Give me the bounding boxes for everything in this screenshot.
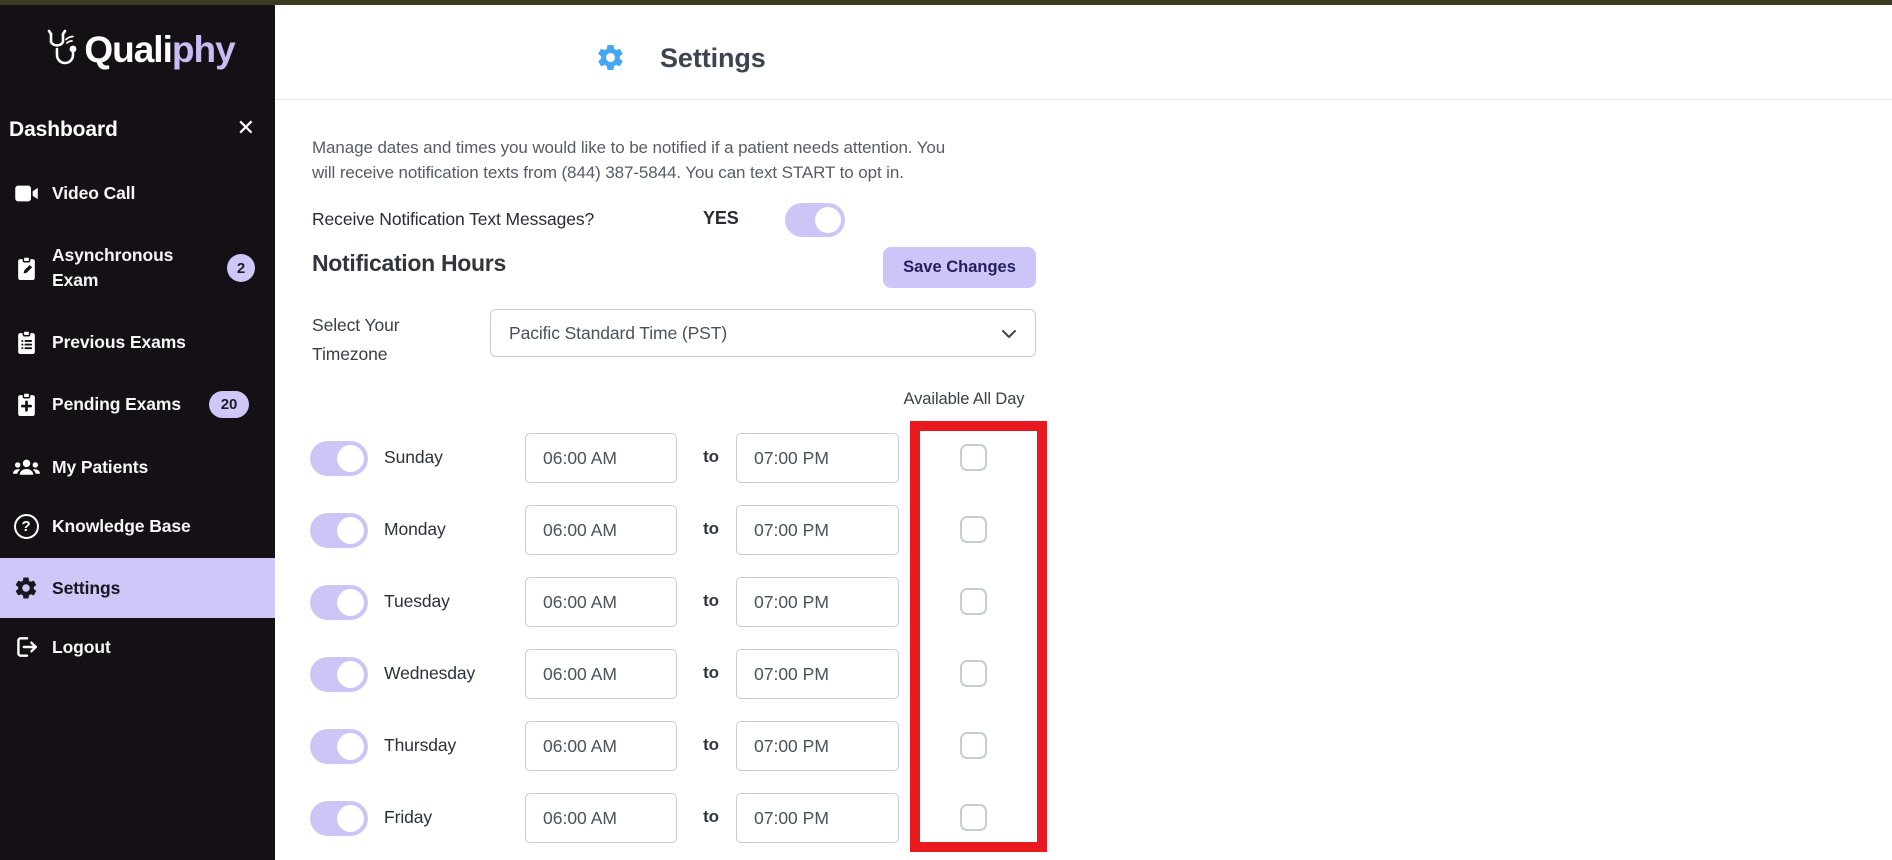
- sidebar-title: Dashboard: [9, 118, 118, 141]
- save-changes-button[interactable]: Save Changes: [883, 247, 1036, 288]
- day-toggle-tuesday[interactable]: [310, 585, 368, 620]
- all-day-checkbox-wednesday[interactable]: [960, 660, 987, 687]
- day-label-tuesday: Tuesday: [384, 591, 450, 611]
- sidebar-item-settings[interactable]: Settings: [0, 558, 275, 618]
- top-accent-strip: [0, 0, 1892, 5]
- all-day-checkbox-monday[interactable]: [960, 516, 987, 543]
- intro-text: Manage dates and times you would like to…: [312, 138, 946, 182]
- all-day-checkbox-sunday[interactable]: [960, 444, 987, 471]
- to-label: to: [703, 591, 719, 610]
- timezone-selected-value: Pacific Standard Time (PST): [509, 322, 728, 343]
- chevron-down-icon: [999, 324, 1019, 344]
- end-time-input-thursday[interactable]: [736, 721, 899, 771]
- day-label-thursday: Thursday: [384, 735, 457, 755]
- toggle-thumb: [337, 517, 364, 544]
- day-label-friday: Friday: [384, 807, 433, 827]
- count-badge: 20: [209, 390, 249, 418]
- sidebar-item-label: Knowledge Base: [52, 515, 191, 536]
- start-time-input-sunday[interactable]: [525, 433, 677, 483]
- day-label-monday: Monday: [384, 519, 446, 539]
- to-label: to: [703, 663, 719, 682]
- receive-notifications-toggle[interactable]: [785, 203, 845, 237]
- to-label: to: [703, 519, 719, 538]
- brand-name: Qualiphy: [84, 29, 235, 70]
- sidebar-item-label: Asynchronous Exam: [52, 245, 174, 290]
- end-time-input-monday[interactable]: [736, 505, 899, 555]
- end-time-input-friday[interactable]: [736, 793, 899, 843]
- gear-icon: [595, 42, 626, 73]
- end-time-input-tuesday[interactable]: [736, 577, 899, 627]
- day-toggle-thursday[interactable]: [310, 729, 368, 764]
- start-time-input-thursday[interactable]: [525, 721, 677, 771]
- available-all-day-label: Available All Day: [903, 390, 1025, 408]
- toggle-thumb: [815, 207, 841, 233]
- toggle-thumb: [337, 445, 364, 472]
- sidebar-item-label: Settings: [52, 577, 121, 598]
- notification-hours-title: Notification Hours: [312, 250, 506, 276]
- sidebar-item-pending-exams[interactable]: Pending Exams 20: [0, 386, 275, 422]
- stethoscope-icon: [40, 25, 80, 76]
- day-toggle-sunday[interactable]: [310, 441, 368, 476]
- all-day-checkbox-thursday[interactable]: [960, 732, 987, 759]
- end-time-input-wednesday[interactable]: [736, 649, 899, 699]
- logout-icon: [11, 632, 41, 662]
- clipboard-plus-icon: [11, 389, 41, 419]
- day-toggle-wednesday[interactable]: [310, 657, 368, 692]
- to-label: to: [703, 735, 719, 754]
- brand-logo[interactable]: Qualiphy: [0, 21, 275, 79]
- gear-icon: [11, 573, 41, 603]
- all-day-checkbox-friday[interactable]: [960, 804, 987, 831]
- to-label: to: [703, 807, 719, 826]
- page-header: Settings: [275, 5, 1892, 100]
- sidebar-item-previous-exams[interactable]: Previous Exams: [0, 324, 275, 360]
- timezone-label: Select Your Timezone: [312, 315, 400, 364]
- sidebar-item-video-call[interactable]: Video Call: [0, 175, 275, 211]
- sidebar-item-my-patients[interactable]: My Patients: [0, 449, 275, 485]
- sidebar-item-label: My Patients: [52, 456, 149, 477]
- to-label: to: [703, 447, 719, 466]
- toggle-thumb: [337, 733, 364, 760]
- video-camera-icon: [11, 178, 41, 208]
- sidebar-item-asynchronous-exam[interactable]: Asynchronous Exam 2: [0, 236, 275, 300]
- sidebar-item-label: Logout: [52, 636, 111, 657]
- question-circle-icon: ?: [11, 511, 41, 541]
- sidebar-item-label: Previous Exams: [52, 331, 186, 352]
- end-time-input-sunday[interactable]: [736, 433, 899, 483]
- close-icon[interactable]: ✕: [236, 115, 255, 140]
- receive-notifications-value: YES: [703, 208, 739, 228]
- people-group-icon: [11, 452, 41, 482]
- toggle-thumb: [337, 661, 364, 688]
- sidebar-header: Dashboard ✕: [0, 109, 275, 151]
- count-badge: 2: [227, 254, 255, 282]
- day-toggle-friday[interactable]: [310, 801, 368, 836]
- sidebar: Qualiphy Dashboard ✕ Video Call Asynchron…: [0, 5, 275, 860]
- clipboard-list-icon: [11, 327, 41, 357]
- timezone-select[interactable]: Pacific Standard Time (PST): [490, 309, 1036, 357]
- sidebar-item-knowledge-base[interactable]: ? Knowledge Base: [0, 508, 275, 544]
- receive-notifications-label: Receive Notification Text Messages?: [312, 209, 595, 229]
- start-time-input-tuesday[interactable]: [525, 577, 677, 627]
- toggle-thumb: [337, 805, 364, 832]
- page-title: Settings: [660, 43, 766, 73]
- sidebar-item-label: Pending Exams: [52, 393, 182, 414]
- start-time-input-wednesday[interactable]: [525, 649, 677, 699]
- all-day-checkbox-tuesday[interactable]: [960, 588, 987, 615]
- clipboard-pencil-icon: [11, 253, 41, 283]
- red-highlight-box: [910, 421, 1047, 852]
- start-time-input-friday[interactable]: [525, 793, 677, 843]
- toggle-thumb: [337, 589, 364, 616]
- day-toggle-monday[interactable]: [310, 513, 368, 548]
- day-label-sunday: Sunday: [384, 447, 443, 467]
- sidebar-item-label: Video Call: [52, 182, 136, 203]
- day-label-wednesday: Wednesday: [384, 663, 476, 683]
- start-time-input-monday[interactable]: [525, 505, 677, 555]
- sidebar-item-logout[interactable]: Logout: [0, 629, 275, 665]
